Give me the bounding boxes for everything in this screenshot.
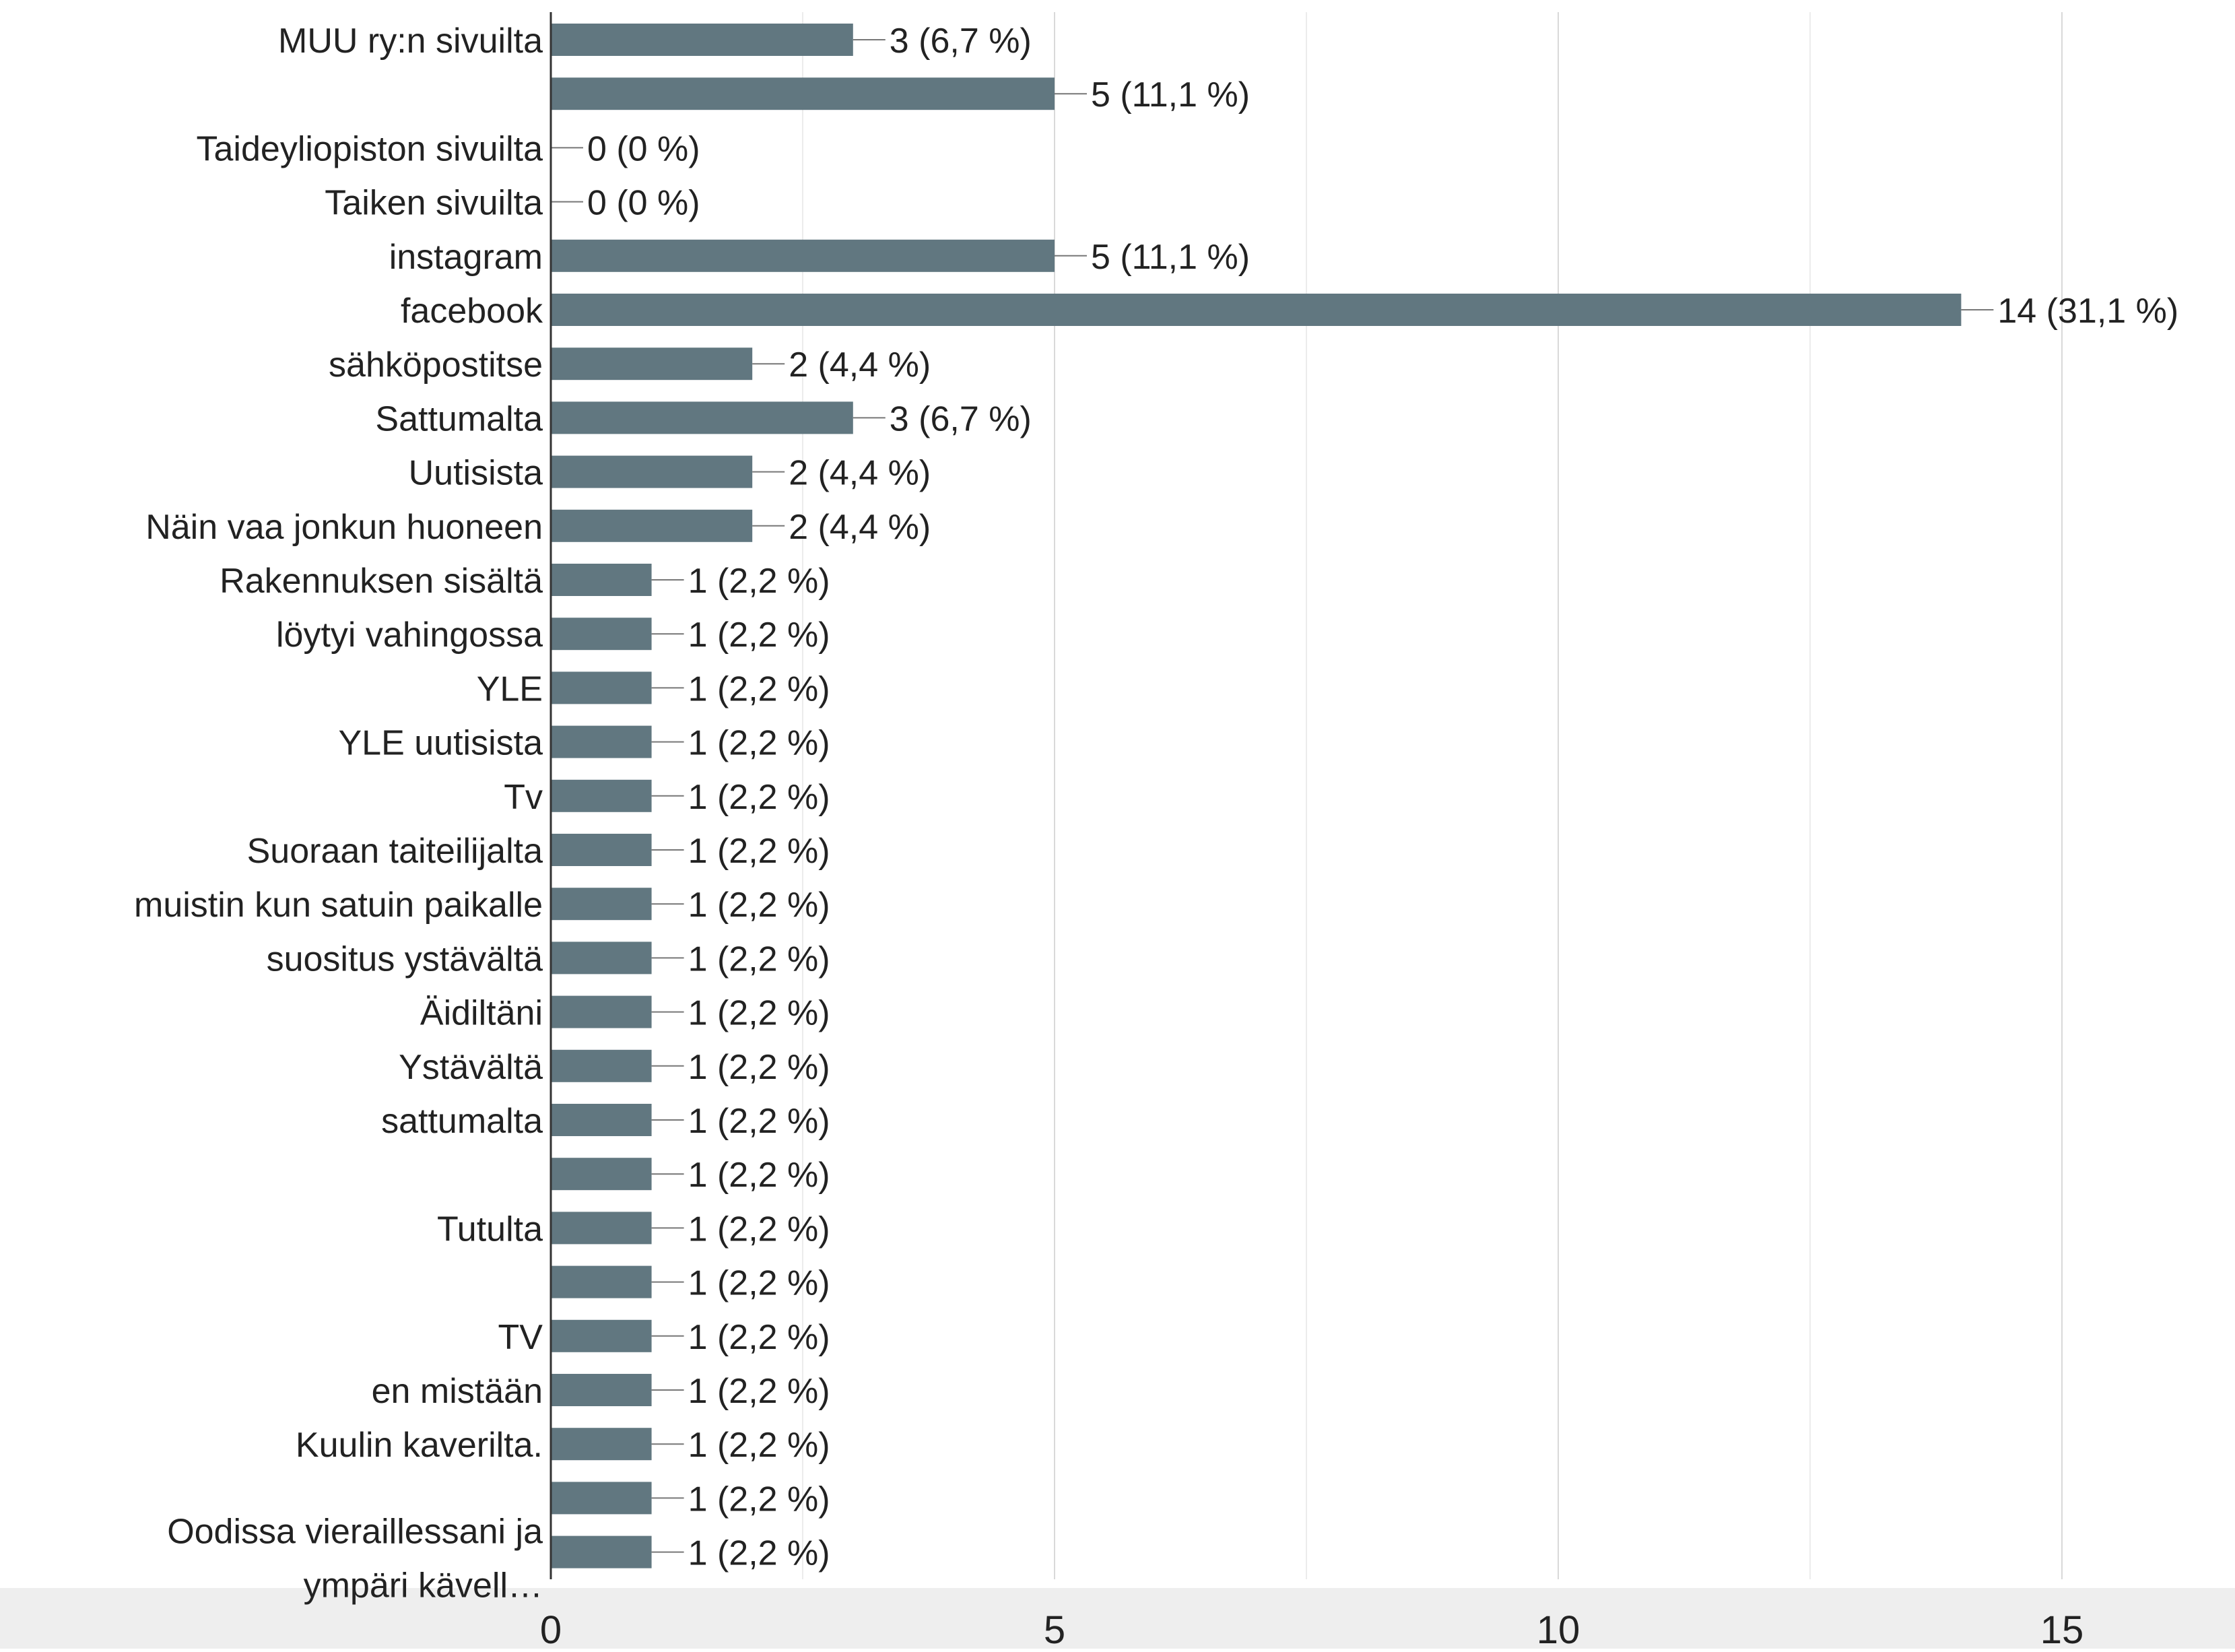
bar <box>551 77 1055 110</box>
data-label: 2 (4,4 %) <box>789 454 931 493</box>
data-label: 1 (2,2 %) <box>688 1210 830 1249</box>
category-label: Näin vaa jonkun huoneen <box>145 508 543 547</box>
category-label: Tutulta <box>437 1210 543 1249</box>
axis-band <box>0 1588 2235 1649</box>
data-label: 1 (2,2 %) <box>688 1480 830 1519</box>
data-label: 1 (2,2 %) <box>688 1426 830 1465</box>
bar <box>551 401 853 434</box>
bar <box>551 1158 652 1191</box>
category-label: Äidiltäni <box>420 994 543 1033</box>
category-label: löytyi vahingossa <box>276 616 543 655</box>
bar <box>551 941 652 974</box>
bar <box>551 294 1962 326</box>
category-label: Sattumalta <box>375 399 543 438</box>
data-label: 1 (2,2 %) <box>688 669 830 708</box>
bar <box>551 239 1055 272</box>
bar <box>551 779 652 812</box>
bar <box>551 1049 652 1082</box>
category-label: sattumalta <box>381 1102 543 1141</box>
category-label: Kuulin kaverilta. <box>296 1426 543 1465</box>
data-label: 1 (2,2 %) <box>688 1534 830 1573</box>
bar <box>551 1265 652 1298</box>
category-label: suositus ystävältä <box>267 939 543 979</box>
x-tick-label: 5 <box>1044 1608 1065 1649</box>
data-label: 0 (0 %) <box>587 184 700 223</box>
data-label: 5 (11,1 %) <box>1091 75 1250 114</box>
data-label: 3 (6,7 %) <box>890 399 1032 438</box>
bar <box>551 995 652 1028</box>
category-label: YLE <box>477 669 543 708</box>
data-label: 5 (11,1 %) <box>1091 238 1250 277</box>
bar <box>551 834 652 866</box>
data-label: 1 (2,2 %) <box>688 616 830 655</box>
bar <box>551 24 853 56</box>
data-label: 1 (2,2 %) <box>688 778 830 817</box>
bar <box>551 671 652 704</box>
bar <box>551 1374 652 1406</box>
data-label: 3 (6,7 %) <box>890 22 1032 61</box>
category-label: sähköpostitse <box>329 345 543 385</box>
category-label: Taideyliopiston sivuilta <box>197 129 543 168</box>
data-label: 0 (0 %) <box>587 129 700 168</box>
category-label: TV <box>498 1318 543 1357</box>
category-label: Ystävältä <box>399 1048 543 1087</box>
category-label: Taiken sivuilta <box>325 184 543 223</box>
category-label: Uutisista <box>409 454 543 493</box>
category-label: YLE uutisista <box>339 724 543 763</box>
category-label: facebook <box>401 292 543 331</box>
bar <box>551 1535 652 1568</box>
data-label: 1 (2,2 %) <box>688 1372 830 1411</box>
data-label: 1 (2,2 %) <box>688 724 830 763</box>
bar <box>551 1212 652 1245</box>
category-label: Tv <box>504 778 543 817</box>
data-label: 1 (2,2 %) <box>688 1156 830 1195</box>
data-label: 1 (2,2 %) <box>688 1318 830 1357</box>
data-label: 1 (2,2 %) <box>688 562 830 601</box>
bar <box>551 1428 652 1461</box>
x-tick-label: 10 <box>1537 1608 1580 1649</box>
data-label: 1 (2,2 %) <box>688 886 830 925</box>
data-label: 1 (2,2 %) <box>688 832 830 871</box>
data-label: 1 (2,2 %) <box>688 1048 830 1087</box>
data-label: 1 (2,2 %) <box>688 1102 830 1141</box>
data-label: 1 (2,2 %) <box>688 939 830 979</box>
x-tick-label: 15 <box>2040 1608 2084 1649</box>
bar <box>551 1482 652 1515</box>
bar <box>551 1319 652 1352</box>
data-label: 2 (4,4 %) <box>789 508 931 547</box>
category-label-multiline: Oodissa vieraillessani ja <box>167 1513 543 1552</box>
data-label: 14 (31,1 %) <box>1997 292 2178 331</box>
category-label: instagram <box>389 238 543 277</box>
bar <box>551 348 753 381</box>
bar <box>551 509 753 542</box>
bar <box>551 888 652 921</box>
data-label: 1 (2,2 %) <box>688 1264 830 1303</box>
bar <box>551 564 652 596</box>
category-label: Rakennuksen sisältä <box>220 562 543 601</box>
x-tick-label: 0 <box>540 1608 562 1649</box>
data-label: 1 (2,2 %) <box>688 994 830 1033</box>
bar <box>551 455 753 488</box>
bar <box>551 618 652 651</box>
category-label-multiline: ympäri kävell… <box>304 1566 543 1606</box>
bar <box>551 1104 652 1136</box>
category-label: Suoraan taiteilijalta <box>247 832 543 871</box>
bar <box>551 725 652 758</box>
category-label: en mistään <box>372 1372 543 1411</box>
category-label: MUU ry:n sivuilta <box>278 22 543 61</box>
data-label: 2 (4,4 %) <box>789 345 931 385</box>
category-label: muistin kun satuin paikalle <box>134 886 543 925</box>
